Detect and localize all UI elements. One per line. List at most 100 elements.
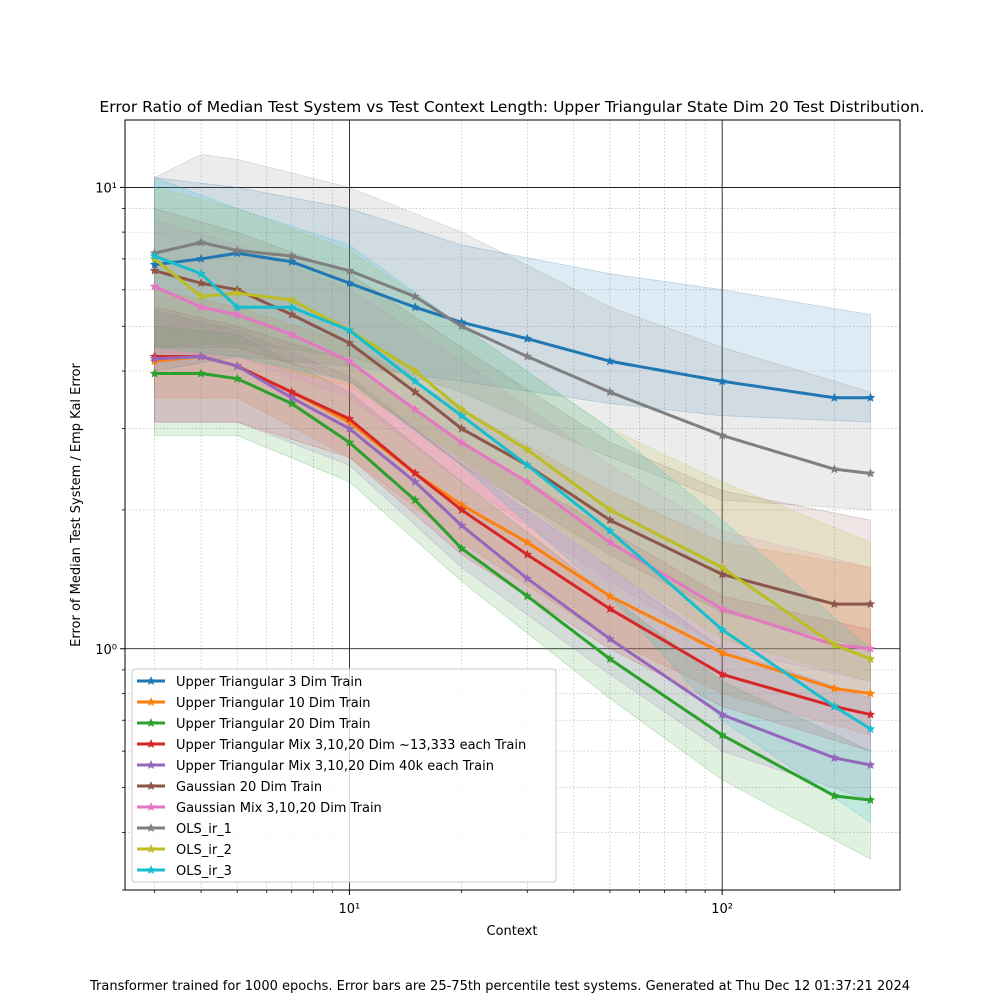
- legend-label: Upper Triangular 3 Dim Train: [176, 675, 362, 690]
- data-point: [344, 437, 355, 447]
- legend-label: Upper Triangular Mix 3,10,20 Dim ~13,333…: [176, 738, 526, 753]
- data-point: [829, 639, 840, 649]
- series-line: [154, 355, 871, 767]
- data-point: [865, 688, 876, 698]
- data-point: [410, 476, 420, 486]
- y-axis-label: Error of Median Test System / Emp Kal Er…: [69, 362, 84, 646]
- data-point: [410, 366, 420, 376]
- data-point: [286, 309, 297, 319]
- data-point: [286, 398, 297, 408]
- series-10: [149, 251, 876, 734]
- data-point: [344, 278, 355, 288]
- series-3: [149, 368, 876, 805]
- data-point: [286, 392, 297, 402]
- data-point: [456, 520, 467, 530]
- data-point: [456, 504, 467, 514]
- data-point: [717, 730, 727, 740]
- data-point: [410, 495, 420, 505]
- data-point: [196, 253, 206, 263]
- series-line: [154, 251, 871, 400]
- data-point: [232, 361, 242, 371]
- legend-marker: [146, 697, 156, 706]
- legend-marker: [146, 739, 156, 748]
- data-point: [717, 624, 727, 634]
- legend-label: Upper Triangular Mix 3,10,20 Dim 40k eac…: [176, 759, 494, 774]
- data-point: [717, 562, 727, 572]
- legend-marker: [146, 718, 156, 727]
- data-point: [717, 603, 727, 613]
- data-point: [829, 701, 840, 711]
- series-line: [154, 372, 871, 802]
- data-point: [410, 291, 420, 301]
- data-point: [605, 603, 615, 613]
- series-line: [154, 241, 871, 475]
- data-point: [410, 404, 420, 414]
- data-point: [605, 387, 615, 397]
- y-tick-label: 10⁰: [95, 643, 117, 658]
- data-point: [829, 392, 840, 402]
- data-point: [232, 302, 242, 312]
- data-point: [865, 468, 876, 478]
- data-point: [232, 245, 242, 255]
- data-point: [605, 526, 615, 535]
- data-point: [149, 253, 160, 263]
- data-point: [286, 329, 297, 339]
- data-point: [829, 790, 840, 800]
- legend-label: Upper Triangular 10 Dim Train: [176, 696, 371, 711]
- chart-title: Error Ratio of Median Test System vs Tes…: [99, 98, 924, 116]
- data-point: [522, 460, 532, 470]
- legend-label: Upper Triangular 20 Dim Train: [176, 717, 371, 732]
- data-point: [456, 437, 467, 447]
- legend-marker: [146, 823, 156, 832]
- data-point: [522, 333, 532, 343]
- data-point: [344, 325, 355, 335]
- series-7: [149, 281, 876, 653]
- data-point: [605, 537, 615, 547]
- data-point: [286, 302, 297, 312]
- data-point: [717, 569, 727, 579]
- footer-note: Transformer trained for 1000 epochs. Err…: [89, 979, 910, 994]
- axis-ticks: 10¹ 10² 10⁰ 10¹: [95, 181, 835, 917]
- data-point: [344, 356, 355, 366]
- data-point: [522, 444, 532, 454]
- data-point: [865, 599, 876, 609]
- legend: Upper Triangular 3 Dim Train Upper Triang…: [131, 668, 557, 883]
- data-point: [344, 265, 355, 275]
- data-point: [829, 464, 840, 474]
- data-point: [865, 654, 876, 664]
- series-line: [153, 285, 871, 651]
- data-point: [605, 504, 615, 514]
- data-point: [149, 281, 160, 291]
- data-point: [344, 423, 355, 433]
- plot-frame: [124, 119, 901, 891]
- data-point: [605, 654, 615, 664]
- data-point: [232, 309, 242, 319]
- data-point: [286, 295, 297, 305]
- data-point: [865, 759, 876, 769]
- legend-label: Gaussian 20 Dim Train: [176, 780, 322, 795]
- data-point: [456, 321, 467, 331]
- data-point: [344, 338, 355, 347]
- data-point: [344, 417, 355, 427]
- data-point: [149, 353, 160, 363]
- data-point: [410, 387, 420, 397]
- legend-label: OLS_ir_1: [176, 822, 232, 837]
- data-point: [717, 376, 727, 386]
- data-point: [829, 683, 840, 693]
- data-point: [829, 752, 840, 762]
- data-point: [717, 709, 727, 719]
- series-line: [153, 254, 872, 731]
- data-point: [232, 288, 242, 298]
- data-point: [410, 468, 420, 478]
- data-point: [344, 413, 355, 423]
- data-point: [865, 795, 876, 805]
- data-point: [865, 724, 876, 734]
- data-point: [522, 476, 532, 486]
- data-point: [522, 591, 532, 601]
- data-point: [605, 515, 615, 525]
- series-8: [149, 237, 876, 478]
- data-point: [522, 537, 532, 547]
- data-point: [717, 430, 727, 440]
- error-band-8: [154, 153, 871, 511]
